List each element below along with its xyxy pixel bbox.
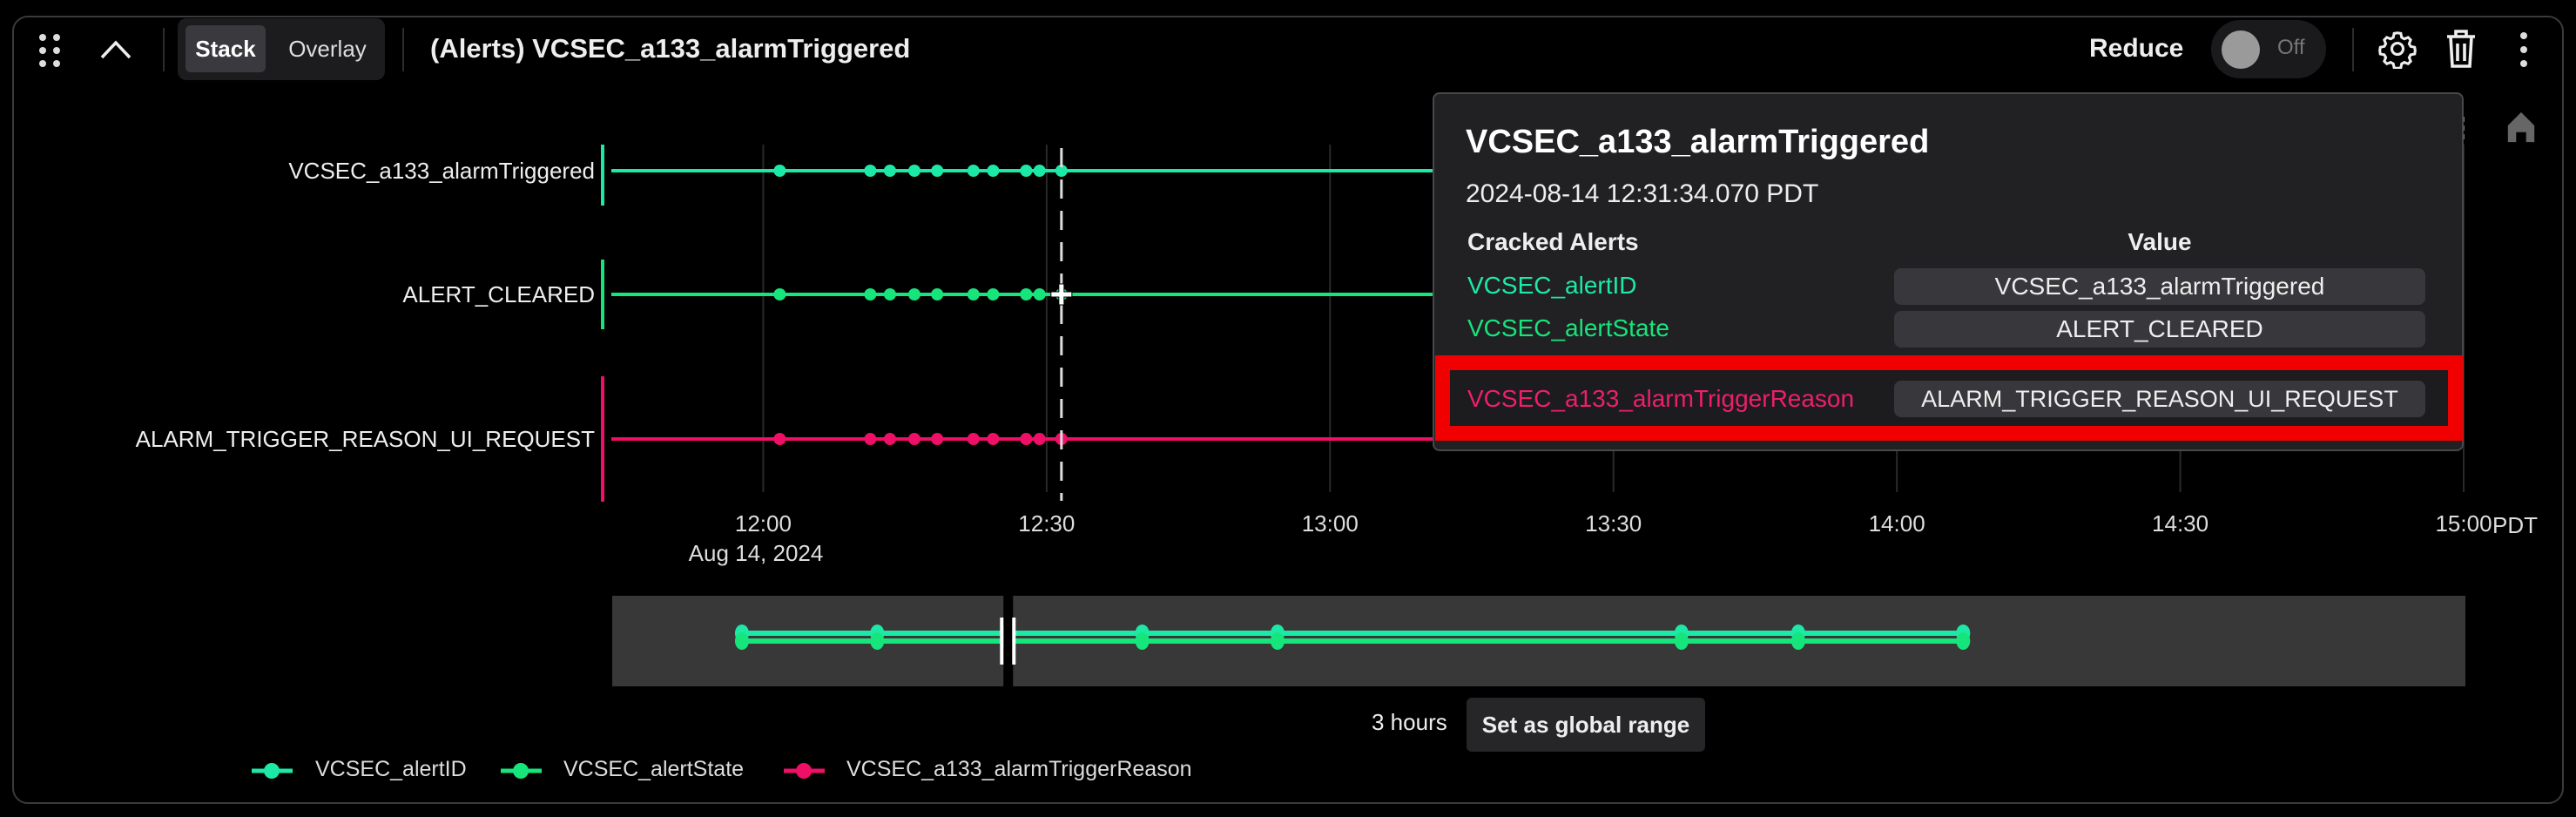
event-point (1033, 165, 1046, 177)
stack-button[interactable]: Stack (185, 25, 266, 72)
event-point (931, 165, 944, 177)
range-handle-left[interactable] (1000, 618, 1004, 665)
range-handle-right[interactable] (1012, 618, 1016, 665)
panel-title: (Alerts) VCSEC_a133_alarmTriggered (430, 33, 911, 64)
event-point (1055, 165, 1068, 177)
header-divider (163, 28, 165, 71)
tooltip-row-name: VCSEC_a133_alarmTriggerReason (1467, 385, 1855, 412)
legend-marker-triggerreason (784, 763, 825, 779)
header-divider (2352, 28, 2354, 71)
legend-item[interactable]: VCSEC_alertState (563, 757, 745, 781)
overview-point (1135, 632, 1150, 650)
trash-icon[interactable] (2444, 28, 2478, 70)
legend-marker-alertstate (501, 763, 542, 779)
reduce-toggle[interactable]: Off (2211, 20, 2326, 78)
overview-point (1674, 632, 1689, 650)
hover-tooltip: VCSEC_a133_alarmTriggered 2024-08-14 12:… (1433, 92, 2464, 451)
set-global-range-button[interactable]: Set as global range (1467, 698, 1705, 752)
overview-series (734, 596, 1971, 686)
event-point (864, 288, 877, 300)
toggle-knob (2222, 30, 2260, 69)
gear-icon[interactable] (2377, 29, 2418, 69)
event-point (931, 433, 944, 445)
tooltip-row-value: ALARM_TRIGGER_REASON_UI_REQUEST (1894, 381, 2425, 417)
column-header-value: Value (2128, 228, 2192, 255)
tooltip-row-value: ALERT_CLEARED (1894, 311, 2425, 348)
highlight-box: VCSEC_a133_alarmTriggerReason ALARM_TRIG… (1435, 355, 2463, 441)
event-point (773, 288, 786, 300)
drag-handle-icon[interactable] (38, 33, 63, 68)
event-point (931, 288, 944, 300)
home-icon[interactable] (2505, 110, 2538, 145)
x-date-label: Aug 14, 2024 (688, 540, 824, 566)
event-point (907, 165, 920, 177)
event-point (907, 433, 920, 445)
event-point (987, 288, 1000, 300)
reduce-label: Reduce (2089, 34, 2184, 63)
event-point (987, 165, 1000, 177)
event-point (1020, 165, 1033, 177)
event-point (1033, 288, 1046, 300)
tooltip-title: VCSEC_a133_alarmTriggered (1466, 124, 1930, 160)
view-mode-toggle: Stack Overlay (178, 18, 385, 80)
x-tick-label: 14:30 (2152, 510, 2209, 537)
range-label: 3 hours (1372, 709, 1447, 735)
overlay-button[interactable]: Overlay (288, 36, 367, 62)
event-point (967, 433, 980, 445)
event-point (1033, 433, 1046, 445)
header-divider (402, 28, 404, 71)
chevron-up-icon[interactable] (99, 38, 132, 61)
event-point (883, 288, 896, 300)
chart-panel (12, 16, 2564, 804)
event-point (864, 433, 877, 445)
row-label: ALERT_CLEARED (402, 281, 595, 307)
event-point (967, 288, 980, 300)
event-point (1020, 288, 1033, 300)
event-point (773, 433, 786, 445)
x-tick-label: 15:00 (2435, 510, 2492, 537)
row-label: ALARM_TRIGGER_REASON_UI_REQUEST (135, 426, 595, 452)
toggle-state: Off (2277, 36, 2305, 59)
x-tick-label: 14:00 (1868, 510, 1925, 537)
legend-item[interactable]: VCSEC_alertID (315, 757, 467, 781)
event-point (987, 433, 1000, 445)
legend-markers (252, 763, 825, 779)
crosshair-cursor-icon (1050, 283, 1073, 306)
tooltip-row-name: VCSEC_alertState (1467, 314, 1669, 341)
event-point (773, 165, 786, 177)
event-point (883, 433, 896, 445)
event-point (907, 288, 920, 300)
overview-point (1956, 632, 1971, 650)
tooltip-row-value: VCSEC_a133_alarmTriggered (1894, 268, 2425, 305)
event-point (1020, 433, 1033, 445)
overview-point (1270, 632, 1285, 650)
legend-marker-alertid (252, 763, 293, 779)
x-tick-label: 13:30 (1585, 510, 1642, 537)
x-tick-label: 13:00 (1301, 510, 1359, 537)
overview-point (1790, 632, 1805, 650)
x-tick-label: 12:30 (1018, 510, 1076, 537)
column-header-name: Cracked Alerts (1467, 228, 1639, 255)
kebab-menu-icon[interactable] (2517, 31, 2531, 68)
legend-item[interactable]: VCSEC_a133_alarmTriggerReason (846, 757, 1192, 781)
x-tick-label: 12:00 (734, 510, 792, 537)
tooltip-timestamp: 2024-08-14 12:31:34.070 PDT (1466, 179, 1819, 208)
tooltip-row-name: VCSEC_alertID (1467, 272, 1637, 299)
event-point (883, 165, 896, 177)
overview-selection-gap (1003, 596, 1014, 686)
row-label: VCSEC_a133_alarmTriggered (288, 158, 595, 184)
overview-point (734, 632, 749, 650)
event-point (864, 165, 877, 177)
overview-point (870, 632, 885, 650)
event-point (967, 165, 980, 177)
timezone-label: PDT (2492, 512, 2538, 538)
